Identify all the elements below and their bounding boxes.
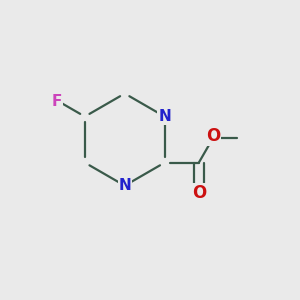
Text: O: O [192,184,206,202]
Text: N: N [158,109,171,124]
Text: F: F [52,94,62,109]
Text: O: O [206,128,220,146]
Text: N: N [118,178,131,193]
